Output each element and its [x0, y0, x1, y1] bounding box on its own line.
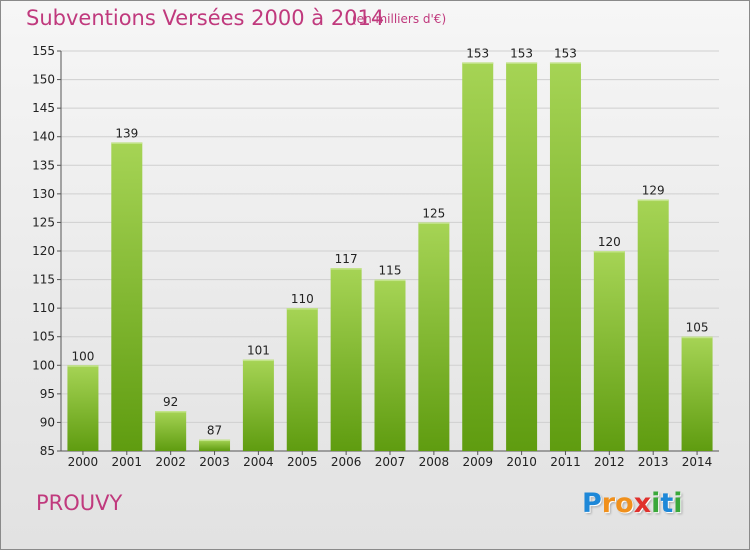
bars	[67, 62, 713, 452]
bar-top-edge	[418, 222, 450, 224]
x-tick-label: 2014	[682, 455, 713, 469]
x-tick-label: 2007	[375, 455, 406, 469]
x-tick-label: 2004	[243, 455, 274, 469]
bar	[286, 308, 318, 451]
x-tick-label: 2013	[638, 455, 669, 469]
bar-value-label: 153	[510, 46, 533, 60]
y-tick-label: 150	[32, 73, 55, 87]
x-tick-label: 2003	[199, 455, 230, 469]
x-tick-label: 2001	[112, 455, 143, 469]
bar	[637, 199, 669, 451]
y-tick-label: 90	[40, 415, 55, 429]
bar-value-label: 92	[163, 395, 178, 409]
bar	[199, 439, 231, 451]
bar	[418, 222, 450, 451]
bar	[242, 359, 274, 451]
bar	[374, 279, 406, 451]
y-tick-label: 105	[32, 330, 55, 344]
bar	[593, 251, 625, 451]
bar-value-label: 129	[642, 184, 665, 198]
bar-value-label: 101	[247, 344, 270, 358]
bar-value-label: 105	[686, 321, 709, 335]
y-tick-label: 155	[32, 44, 55, 58]
y-tick-label: 145	[32, 101, 55, 115]
bar-top-edge	[462, 62, 494, 64]
bar-value-label: 100	[71, 349, 94, 363]
logo-letter: o	[615, 488, 634, 519]
y-tick-label: 120	[32, 244, 55, 258]
bar-top-edge	[155, 411, 187, 413]
bar	[506, 62, 538, 452]
x-tick-label: 2006	[331, 455, 362, 469]
proxiti-logo: Proxiti	[582, 488, 683, 519]
y-tick-label: 130	[32, 187, 55, 201]
x-tick-label: 2009	[462, 455, 493, 469]
x-tick-label: 2010	[506, 455, 537, 469]
x-tick-label: 2012	[594, 455, 625, 469]
bar-top-edge	[242, 359, 274, 362]
bar-top-edge	[111, 142, 143, 144]
bar	[67, 365, 99, 451]
bar-top-edge	[374, 279, 406, 282]
bar-top-edge	[549, 62, 581, 64]
logo-letter: x	[633, 488, 652, 519]
bar	[549, 62, 581, 452]
bar-value-label: 120	[598, 235, 621, 249]
commune-name: PROUVY	[36, 491, 123, 515]
bar-value-label: 87	[207, 424, 222, 438]
bar-value-label: 117	[335, 252, 358, 266]
y-tick-label: 85	[40, 444, 55, 458]
x-tick-label: 2008	[419, 455, 450, 469]
bar-value-label: 139	[115, 126, 138, 140]
logo-letter: P	[582, 488, 602, 519]
x-tick-label: 2002	[155, 455, 186, 469]
bar-top-edge	[199, 439, 231, 442]
bar	[111, 142, 143, 451]
x-tick-label: 2011	[550, 455, 581, 469]
bar	[155, 411, 187, 451]
bar-top-edge	[330, 268, 362, 270]
bar	[462, 62, 494, 452]
bar-top-edge	[593, 251, 625, 253]
logo-letter: t	[660, 488, 674, 519]
logo-letter: i	[651, 488, 661, 519]
bar-value-label: 153	[554, 46, 577, 60]
bar-top-edge	[681, 336, 713, 339]
y-tick-label: 125	[32, 215, 55, 229]
x-tick-label: 2005	[287, 455, 318, 469]
bar	[681, 336, 713, 451]
y-tick-label: 115	[32, 273, 55, 287]
x-tick-label: 2000	[68, 455, 99, 469]
y-tick-label: 135	[32, 158, 55, 172]
bar-top-edge	[67, 365, 99, 367]
labels: 100 139 92 87 101 110 117 115 125 153 153 153 120 129…	[71, 46, 708, 437]
bar-top-edge	[286, 308, 318, 310]
y-tick-label: 110	[32, 301, 55, 315]
bar-value-label: 110	[291, 292, 314, 306]
bar-top-edge	[506, 62, 538, 64]
axes: 85 90 95 100 105 110 115 120 125 130 135 140 145 150 1…	[32, 44, 719, 469]
y-tick-label: 95	[40, 387, 55, 401]
bar-value-label: 115	[379, 264, 402, 278]
y-tick-label: 140	[32, 130, 55, 144]
bar-top-edge	[637, 199, 669, 202]
bar-value-label: 125	[422, 206, 445, 220]
logo-letter: r	[601, 488, 616, 519]
bar-value-label: 153	[466, 46, 489, 60]
y-tick-label: 100	[32, 358, 55, 372]
bar	[330, 268, 362, 451]
logo-letter: i	[673, 488, 683, 519]
chart-subtitle: (en milliers d'€)	[352, 12, 447, 26]
chart-title: Subventions Versées 2000 à 2014	[26, 6, 385, 30]
